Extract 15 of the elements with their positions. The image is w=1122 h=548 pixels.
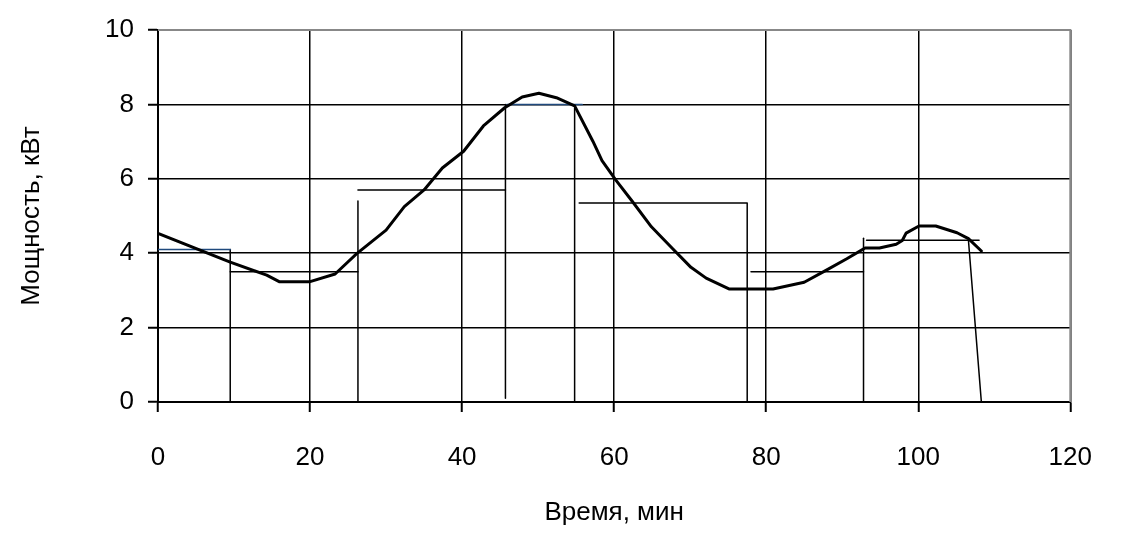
x-axis-title: Время, мин bbox=[544, 495, 684, 526]
y-tick-label: 10 bbox=[105, 13, 134, 44]
y-tick-label: 8 bbox=[119, 87, 134, 118]
x-tick-label: 40 bbox=[447, 440, 477, 471]
x-tick-label: 80 bbox=[751, 440, 781, 471]
y-tick-label: 0 bbox=[119, 385, 134, 416]
y-axis-title: Мощность, кВт bbox=[14, 126, 45, 306]
x-tick-label: 0 bbox=[150, 440, 166, 471]
y-tick-label: 6 bbox=[119, 161, 134, 192]
y-tick-label: 2 bbox=[119, 310, 134, 341]
y-tick-label: 4 bbox=[119, 236, 134, 267]
x-tick-label: 120 bbox=[1048, 440, 1093, 471]
x-tick-label: 100 bbox=[896, 440, 940, 471]
x-tick-label: 20 bbox=[295, 440, 325, 471]
x-tick-label: 60 bbox=[599, 440, 629, 471]
